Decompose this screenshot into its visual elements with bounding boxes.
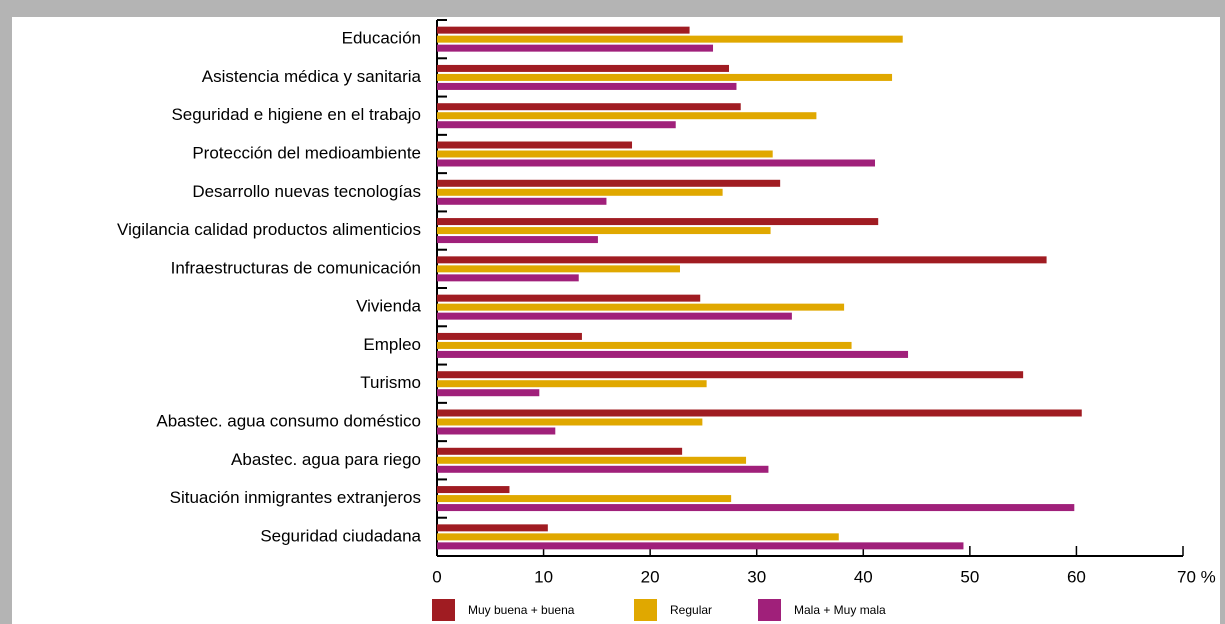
bar xyxy=(437,409,1082,417)
legend-label: Muy buena + buena xyxy=(468,603,575,617)
x-tick-label: 60 xyxy=(1067,567,1086,586)
bar xyxy=(437,82,737,90)
x-tick-label: 70 % xyxy=(1177,567,1216,586)
bar xyxy=(437,524,548,532)
category-label: Desarrollo nuevas tecnologías xyxy=(192,182,421,201)
bar xyxy=(437,465,769,473)
bar xyxy=(437,389,540,397)
bar xyxy=(437,121,676,129)
category-label: Abastec. agua consumo doméstico xyxy=(156,411,421,430)
category-label: Abastec. agua para riego xyxy=(231,450,421,469)
legend-label: Mala + Muy mala xyxy=(794,603,886,617)
category-label: Infraestructuras de comunicación xyxy=(171,258,421,277)
bar xyxy=(437,341,852,349)
category-label: Seguridad e higiene en el trabajo xyxy=(171,105,421,124)
bar xyxy=(437,350,909,358)
x-tick-label: 30 xyxy=(747,567,766,586)
bar xyxy=(437,35,903,43)
category-label: Situación inmigrantes extranjeros xyxy=(170,488,421,507)
bar xyxy=(437,150,773,158)
bar xyxy=(437,495,732,503)
category-label: Seguridad ciudadana xyxy=(260,526,421,545)
bar xyxy=(437,456,747,464)
bar xyxy=(437,227,771,235)
bar xyxy=(437,274,579,282)
bar xyxy=(437,103,741,111)
bar xyxy=(437,447,683,455)
bar xyxy=(437,265,680,273)
bar xyxy=(437,371,1024,379)
bar xyxy=(437,236,598,244)
legend-label: Regular xyxy=(670,603,712,617)
bar xyxy=(437,218,879,226)
category-label: Educación xyxy=(342,29,421,48)
bar xyxy=(437,26,690,34)
x-tick-label: 20 xyxy=(641,567,660,586)
category-label: Protección del medioambiente xyxy=(192,143,421,162)
bar xyxy=(437,73,893,81)
bar xyxy=(437,256,1047,264)
bar xyxy=(437,197,607,205)
bar xyxy=(437,312,792,320)
bar xyxy=(437,112,817,120)
bar xyxy=(437,44,714,52)
legend-swatch xyxy=(432,599,455,621)
bar xyxy=(437,179,781,187)
bar xyxy=(437,418,703,426)
bar xyxy=(437,486,510,494)
category-label: Empleo xyxy=(363,335,421,354)
bar xyxy=(437,380,707,388)
x-tick-label: 50 xyxy=(960,567,979,586)
bar xyxy=(437,159,876,167)
bar xyxy=(437,303,845,311)
x-tick-label: 40 xyxy=(854,567,873,586)
category-label: Turismo xyxy=(360,373,421,392)
bar xyxy=(437,188,723,196)
legend-swatch xyxy=(758,599,781,621)
bar xyxy=(437,427,556,435)
bar xyxy=(437,332,582,340)
x-tick-label: 0 xyxy=(432,567,441,586)
bar xyxy=(437,294,701,302)
x-tick-label: 10 xyxy=(534,567,553,586)
bar xyxy=(437,504,1075,512)
bar xyxy=(437,64,730,72)
legend-swatch xyxy=(634,599,657,621)
category-label: Asistencia médica y sanitaria xyxy=(202,67,422,86)
bar xyxy=(437,141,633,149)
bar xyxy=(437,533,839,541)
bar xyxy=(437,542,964,550)
category-label: Vigilancia calidad productos alimenticio… xyxy=(117,220,421,239)
category-label: Vivienda xyxy=(356,297,421,316)
